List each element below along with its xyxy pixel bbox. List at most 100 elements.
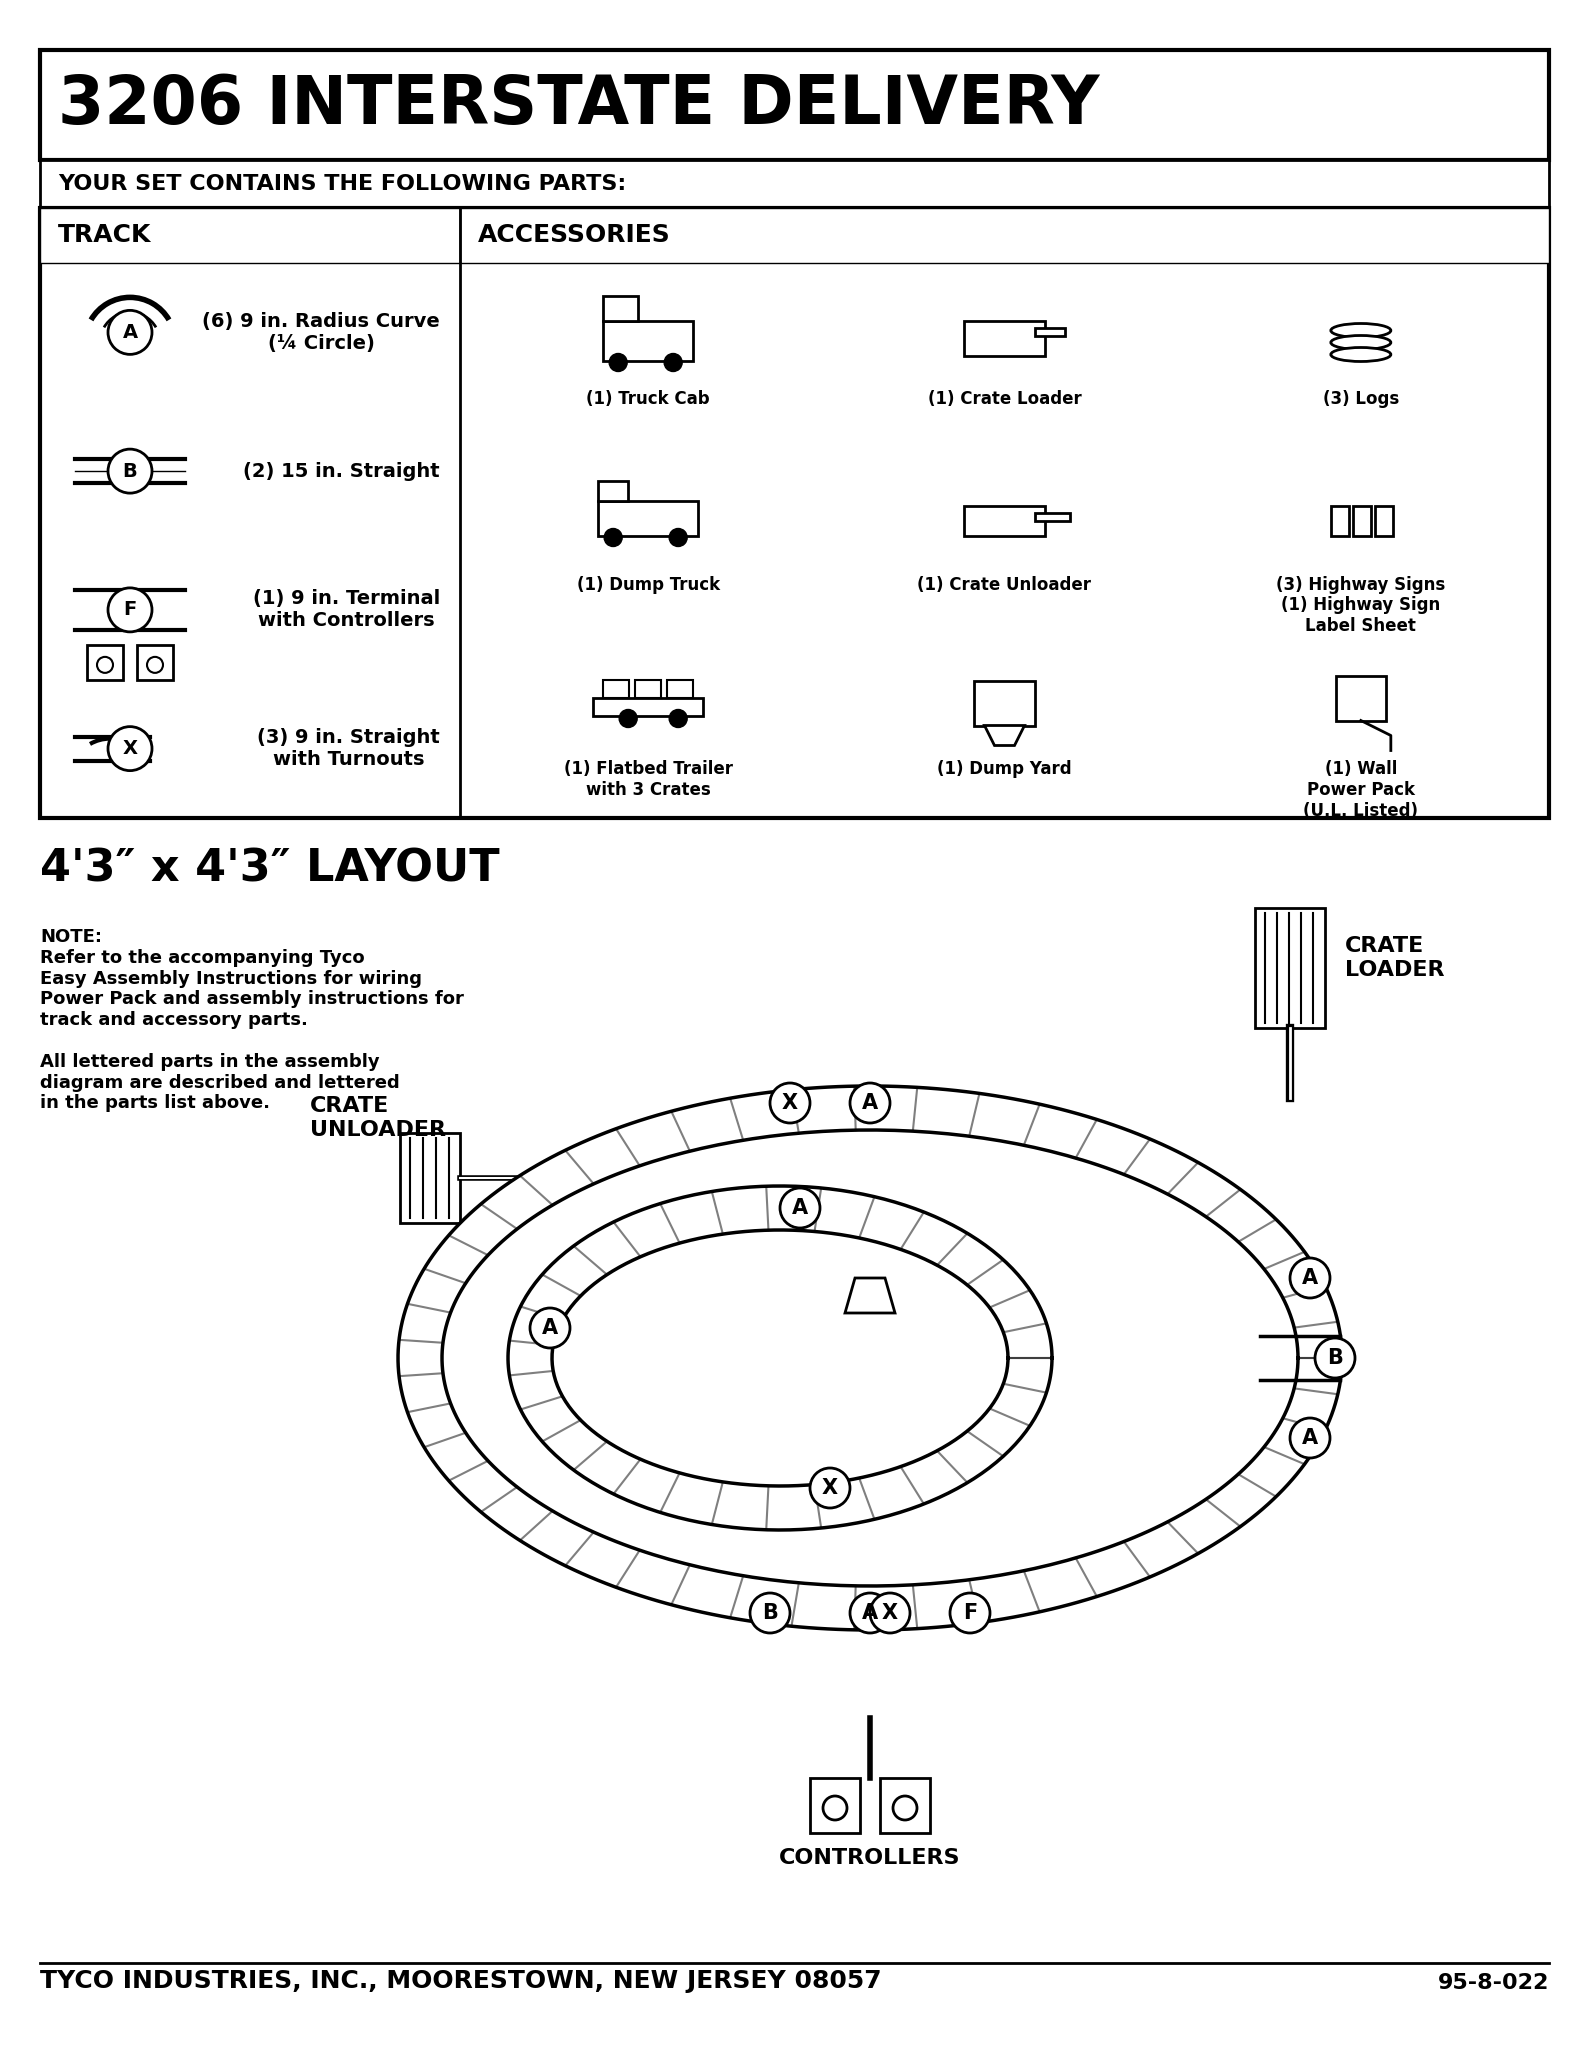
- Text: TYCO INDUSTRIES, INC., MOORESTOWN, NEW JERSEY 08057: TYCO INDUSTRIES, INC., MOORESTOWN, NEW J…: [40, 1968, 882, 1993]
- Text: ACCESSORIES: ACCESSORIES: [478, 223, 671, 248]
- Circle shape: [97, 657, 113, 674]
- Text: CRATE
UNLOADER: CRATE UNLOADER: [310, 1096, 447, 1139]
- Text: (1) Dump Truck: (1) Dump Truck: [577, 575, 720, 594]
- Bar: [40, 209, 459, 262]
- Bar: [604, 680, 629, 698]
- Text: A: A: [1301, 1268, 1317, 1288]
- Circle shape: [669, 528, 686, 547]
- Bar: [974, 680, 1034, 725]
- Ellipse shape: [1332, 348, 1390, 362]
- Bar: [1034, 512, 1069, 520]
- Text: (6) 9 in. Radius Curve
(¼ Circle): (6) 9 in. Radius Curve (¼ Circle): [202, 311, 440, 352]
- Circle shape: [893, 1796, 917, 1821]
- Circle shape: [823, 1796, 847, 1821]
- Text: A: A: [542, 1319, 558, 1337]
- Text: (1) Crate Loader: (1) Crate Loader: [928, 391, 1082, 408]
- Bar: [40, 209, 1549, 817]
- Text: NOTE:
Refer to the accompanying Tyco
Easy Assembly Instructions for wiring
Power: NOTE: Refer to the accompanying Tyco Eas…: [40, 928, 464, 1112]
- Bar: [829, 1313, 910, 1403]
- Text: (3) 9 in. Straight
with Turnouts: (3) 9 in. Straight with Turnouts: [257, 729, 440, 770]
- Bar: [40, 49, 1549, 160]
- Bar: [1255, 907, 1325, 1028]
- Ellipse shape: [1332, 336, 1390, 350]
- Circle shape: [750, 1593, 790, 1632]
- Bar: [667, 680, 693, 698]
- Circle shape: [950, 1593, 990, 1632]
- Bar: [400, 1133, 459, 1223]
- Bar: [1352, 506, 1371, 535]
- Circle shape: [871, 1593, 910, 1632]
- Circle shape: [620, 709, 637, 727]
- Bar: [1332, 506, 1349, 535]
- Text: 95-8-022: 95-8-022: [1438, 1972, 1549, 1993]
- Polygon shape: [508, 1186, 1052, 1530]
- Text: (1) Wall
Power Pack
(U.L. Listed): (1) Wall Power Pack (U.L. Listed): [1303, 760, 1419, 819]
- Text: YOUR SET CONTAINS THE FOLLOWING PARTS:: YOUR SET CONTAINS THE FOLLOWING PARTS:: [59, 174, 626, 195]
- Bar: [1336, 676, 1386, 721]
- Circle shape: [771, 1083, 810, 1122]
- Circle shape: [669, 709, 686, 727]
- Text: F: F: [124, 600, 137, 618]
- Circle shape: [108, 311, 153, 354]
- Bar: [597, 481, 628, 500]
- Circle shape: [108, 449, 153, 494]
- Text: TRACK: TRACK: [59, 223, 151, 248]
- Text: (3) Highway Signs
(1) Highway Sign
Label Sheet: (3) Highway Signs (1) Highway Sign Label…: [1276, 575, 1446, 635]
- Circle shape: [108, 727, 153, 770]
- Circle shape: [664, 354, 682, 371]
- Bar: [880, 1778, 930, 1833]
- Text: 3206 INTERSTATE DELIVERY: 3206 INTERSTATE DELIVERY: [59, 72, 1100, 137]
- Circle shape: [609, 354, 628, 371]
- Circle shape: [108, 588, 153, 633]
- Text: A: A: [791, 1198, 809, 1219]
- Circle shape: [1316, 1337, 1355, 1378]
- Bar: [593, 698, 704, 715]
- Text: A: A: [122, 324, 138, 342]
- Text: (1) Crate Unloader: (1) Crate Unloader: [917, 575, 1092, 594]
- Text: 4'3″ x 4'3″ LAYOUT: 4'3″ x 4'3″ LAYOUT: [40, 848, 499, 891]
- Text: (1) Flatbed Trailer
with 3 Crates: (1) Flatbed Trailer with 3 Crates: [564, 760, 733, 799]
- Circle shape: [604, 528, 623, 547]
- Polygon shape: [551, 1231, 1007, 1487]
- Text: (1) Dump Yard: (1) Dump Yard: [938, 760, 1073, 778]
- Circle shape: [810, 1468, 850, 1507]
- Circle shape: [780, 1188, 820, 1229]
- Ellipse shape: [1332, 324, 1390, 338]
- Text: B: B: [763, 1604, 779, 1622]
- Bar: [965, 319, 1044, 356]
- Bar: [40, 160, 1549, 209]
- Text: CONTROLLERS: CONTROLLERS: [779, 1847, 961, 1868]
- Bar: [597, 500, 698, 535]
- Circle shape: [1290, 1257, 1330, 1298]
- Bar: [459, 209, 1549, 262]
- Text: B: B: [1327, 1348, 1343, 1368]
- Bar: [604, 295, 639, 319]
- Polygon shape: [442, 1130, 1298, 1585]
- Text: A: A: [1301, 1427, 1317, 1448]
- Bar: [965, 506, 1044, 535]
- Text: A: A: [861, 1604, 879, 1622]
- Text: B: B: [122, 461, 137, 481]
- Circle shape: [850, 1083, 890, 1122]
- Text: (1) 9 in. Terminal
with Controllers: (1) 9 in. Terminal with Controllers: [253, 590, 440, 631]
- Text: (1) Truck Cab: (1) Truck Cab: [586, 391, 710, 408]
- Circle shape: [148, 657, 164, 674]
- Text: X: X: [822, 1479, 837, 1497]
- Circle shape: [850, 1593, 890, 1632]
- Bar: [137, 645, 173, 680]
- Text: X: X: [122, 739, 138, 758]
- Polygon shape: [397, 1085, 1343, 1630]
- Text: (2) 15 in. Straight: (2) 15 in. Straight: [243, 461, 440, 481]
- Text: F: F: [963, 1604, 977, 1622]
- Polygon shape: [845, 1278, 895, 1313]
- Text: (3) Logs: (3) Logs: [1322, 391, 1398, 408]
- Text: X: X: [782, 1094, 798, 1112]
- Polygon shape: [985, 725, 1025, 745]
- Text: DUMP
YARD: DUMP YARD: [925, 1276, 999, 1319]
- Bar: [604, 319, 693, 360]
- Circle shape: [1290, 1417, 1330, 1458]
- Circle shape: [531, 1309, 570, 1348]
- Bar: [636, 680, 661, 698]
- Bar: [87, 645, 122, 680]
- Bar: [1374, 506, 1394, 535]
